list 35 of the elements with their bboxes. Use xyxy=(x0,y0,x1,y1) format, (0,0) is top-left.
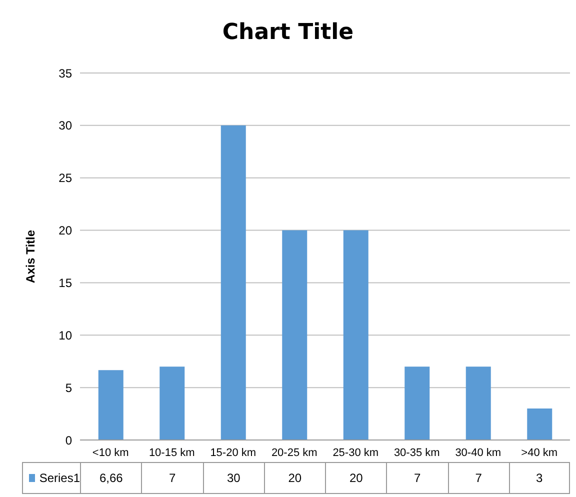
data-label: 30 xyxy=(202,463,264,493)
bar xyxy=(343,230,368,440)
y-tick-label: 0 xyxy=(65,433,72,448)
data-label: 20 xyxy=(264,463,325,493)
y-tick-label: 35 xyxy=(58,66,72,80)
data-label: 7 xyxy=(141,463,202,493)
y-tick-label: 30 xyxy=(58,118,72,133)
x-tick-label: 10-15 km xyxy=(148,446,195,459)
chart-title: Chart Title xyxy=(221,20,355,45)
x-tick-label: 15-20 km xyxy=(210,446,256,459)
data-label: 7 xyxy=(386,463,448,493)
data-label: 7 xyxy=(448,463,509,493)
bar xyxy=(527,408,552,440)
y-tick-label: 20 xyxy=(58,224,72,238)
x-tick-label: >40 km xyxy=(521,446,558,459)
y-tick-label: 25 xyxy=(58,171,72,186)
data-label: 3 xyxy=(508,463,570,493)
y-tick-label: 10 xyxy=(58,328,72,342)
y-axis-title: Axis Title xyxy=(23,230,38,284)
bar xyxy=(282,230,308,440)
y-tick-label: 15 xyxy=(58,276,72,290)
bar xyxy=(160,366,185,440)
y-tick-label: 5 xyxy=(65,380,72,395)
x-tick-label: <10 km xyxy=(92,446,129,459)
data-label: 20 xyxy=(325,463,386,493)
x-tick-label: 20-25 km xyxy=(271,446,318,459)
bar xyxy=(98,370,124,440)
x-tick-label: 30-40 km xyxy=(455,446,502,459)
x-tick-label: 30-35 km xyxy=(394,446,440,459)
bar xyxy=(220,125,246,440)
bar xyxy=(466,366,491,440)
x-tick-label: 25-30 km xyxy=(332,446,379,459)
bar xyxy=(404,366,430,440)
legend-label: Series1 xyxy=(39,471,80,485)
data-label: 6,66 xyxy=(80,463,142,493)
